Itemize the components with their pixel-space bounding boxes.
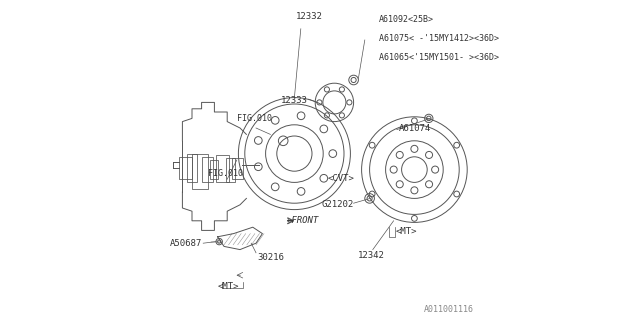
Text: FIG.010: FIG.010 xyxy=(237,114,272,123)
Text: A61074: A61074 xyxy=(398,124,431,132)
Text: 12342: 12342 xyxy=(358,251,385,260)
Text: 12333: 12333 xyxy=(281,96,308,105)
Text: A61065<'15MY1501- ><36D>: A61065<'15MY1501- ><36D> xyxy=(380,53,499,62)
Text: A50687: A50687 xyxy=(170,239,202,248)
Text: <CVT>: <CVT> xyxy=(328,174,354,183)
Text: <MT>: <MT> xyxy=(218,282,239,291)
Text: A011001116: A011001116 xyxy=(424,305,474,314)
Text: 12332: 12332 xyxy=(296,12,322,21)
Text: A61075< -'15MY1412><36D>: A61075< -'15MY1412><36D> xyxy=(380,34,499,43)
Text: G21202: G21202 xyxy=(321,200,354,209)
Text: FIG.010: FIG.010 xyxy=(208,169,243,178)
Text: ←FRONT: ←FRONT xyxy=(286,216,319,225)
Text: <MT>: <MT> xyxy=(396,228,417,236)
Text: A61092<25B>: A61092<25B> xyxy=(380,15,434,24)
Text: 30216: 30216 xyxy=(258,253,284,262)
